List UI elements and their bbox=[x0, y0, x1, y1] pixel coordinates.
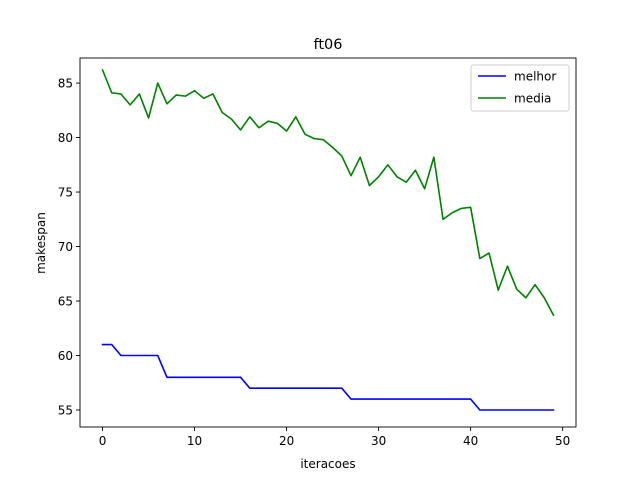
x-axis: 0 10 20 30 40 50 bbox=[99, 427, 570, 448]
y-axis-label: makespan bbox=[34, 212, 48, 274]
y-axis: 55 60 65 70 75 80 85 bbox=[58, 77, 80, 417]
legend: melhor media bbox=[470, 64, 570, 112]
plot-frame bbox=[79, 57, 577, 428]
x-tick-label: 50 bbox=[555, 434, 570, 448]
series-line-melhor bbox=[101, 343, 555, 411]
x-axis-label: iteracoes bbox=[300, 457, 355, 471]
series-line-media bbox=[101, 68, 555, 317]
y-tick-label: 70 bbox=[58, 240, 73, 254]
chart-title: ft06 bbox=[314, 37, 343, 53]
x-tick-label: 30 bbox=[371, 434, 386, 448]
legend-label-melhor: melhor bbox=[514, 70, 556, 84]
y-tick-label: 80 bbox=[58, 131, 73, 145]
y-tick-label: 60 bbox=[58, 349, 73, 363]
y-tick-label: 55 bbox=[58, 403, 73, 417]
y-tick-label: 75 bbox=[58, 186, 73, 200]
legend-label-media: media bbox=[514, 92, 551, 106]
x-tick-label: 0 bbox=[99, 434, 107, 448]
x-tick-label: 20 bbox=[279, 434, 294, 448]
plot-area bbox=[79, 57, 577, 428]
y-tick-label: 85 bbox=[58, 77, 73, 91]
x-tick-label: 10 bbox=[187, 434, 202, 448]
y-tick-label: 65 bbox=[58, 295, 73, 309]
x-tick-label: 40 bbox=[463, 434, 478, 448]
